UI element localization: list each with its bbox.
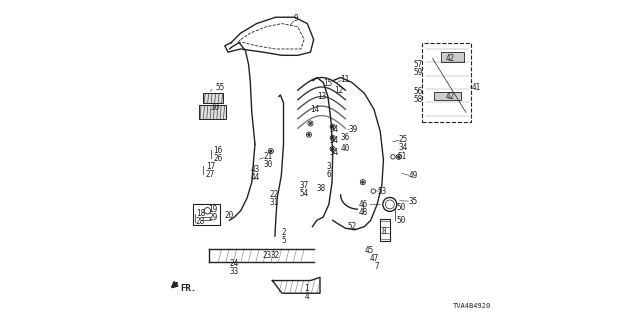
Text: 50: 50: [396, 216, 405, 225]
Text: 30: 30: [264, 160, 273, 169]
Text: 31: 31: [269, 198, 278, 207]
Text: 23: 23: [263, 251, 272, 260]
Text: 21: 21: [264, 152, 273, 161]
Text: 37: 37: [300, 181, 308, 190]
Text: 57: 57: [413, 60, 423, 69]
Text: 56: 56: [413, 87, 423, 96]
Text: 54: 54: [300, 189, 308, 198]
Text: 46: 46: [358, 200, 368, 209]
Text: 38: 38: [316, 184, 326, 193]
Text: 42: 42: [445, 92, 454, 101]
Text: 35: 35: [408, 197, 417, 206]
Text: 41: 41: [472, 83, 481, 92]
Text: 54: 54: [330, 148, 339, 156]
Text: 3: 3: [327, 162, 332, 171]
Text: 49: 49: [408, 172, 417, 180]
Text: 52: 52: [348, 222, 357, 231]
Text: 24: 24: [230, 259, 239, 268]
Text: 48: 48: [358, 208, 368, 217]
Text: 11: 11: [340, 75, 350, 84]
Text: 22: 22: [269, 190, 278, 199]
Text: 10: 10: [211, 103, 220, 112]
Text: 54: 54: [330, 125, 339, 134]
Text: 55: 55: [215, 83, 225, 92]
Text: 36: 36: [340, 133, 349, 142]
Text: 45: 45: [364, 246, 374, 255]
Text: 17: 17: [206, 162, 215, 171]
Bar: [199, 105, 226, 119]
Circle shape: [269, 150, 272, 152]
Circle shape: [308, 133, 310, 136]
Text: 1: 1: [304, 284, 308, 293]
Text: TVA4B4920: TVA4B4920: [453, 303, 492, 309]
Text: 42: 42: [445, 54, 454, 63]
Text: 28: 28: [196, 217, 205, 226]
Text: 12: 12: [334, 86, 344, 95]
Text: 53: 53: [378, 187, 387, 196]
Text: 29: 29: [209, 212, 218, 222]
Text: 34: 34: [399, 143, 408, 152]
Circle shape: [362, 181, 364, 183]
Text: 7: 7: [374, 262, 379, 271]
Text: 40: 40: [340, 144, 349, 153]
Bar: [203, 93, 223, 103]
Text: 14: 14: [310, 105, 319, 114]
Text: 6: 6: [327, 170, 332, 179]
Text: 9: 9: [293, 14, 298, 23]
Circle shape: [397, 156, 400, 158]
Bar: [434, 92, 461, 100]
Text: 5: 5: [282, 236, 287, 245]
Bar: [193, 204, 220, 225]
Circle shape: [332, 125, 334, 128]
Text: 26: 26: [213, 154, 222, 163]
Text: 25: 25: [399, 135, 408, 144]
Text: 51: 51: [397, 152, 407, 161]
Bar: [440, 52, 465, 62]
Text: 43: 43: [251, 165, 260, 174]
Text: 13: 13: [317, 92, 326, 101]
Text: 44: 44: [251, 173, 260, 182]
Text: 39: 39: [349, 125, 358, 134]
Text: 4: 4: [304, 292, 308, 301]
Text: 54: 54: [330, 136, 339, 146]
Text: 33: 33: [230, 267, 239, 276]
Text: 16: 16: [213, 146, 222, 155]
Text: 15: 15: [323, 79, 332, 88]
Text: 20: 20: [225, 211, 234, 220]
Text: 58: 58: [413, 95, 423, 104]
Circle shape: [332, 137, 334, 139]
Circle shape: [332, 148, 334, 150]
Text: 59: 59: [413, 68, 423, 77]
Bar: [380, 219, 390, 241]
Text: 32: 32: [271, 251, 280, 260]
Text: FR.: FR.: [180, 284, 196, 293]
Bar: [422, 43, 470, 122]
Text: 8: 8: [382, 227, 387, 236]
Text: 19: 19: [209, 205, 218, 214]
Circle shape: [309, 122, 312, 125]
Text: 2: 2: [282, 228, 287, 237]
Text: 50: 50: [396, 203, 405, 212]
Text: 47: 47: [369, 254, 378, 263]
Text: 18: 18: [196, 209, 205, 219]
Text: 27: 27: [206, 170, 215, 179]
